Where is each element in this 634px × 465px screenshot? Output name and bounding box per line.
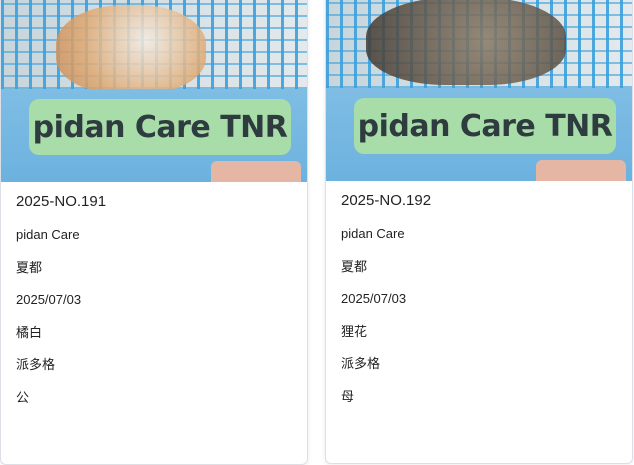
organization: pidan Care: [16, 227, 80, 242]
cage-image: [326, 0, 632, 88]
organization: pidan Care: [341, 226, 405, 241]
cat-id: 2025-NO.192: [341, 192, 432, 209]
location: 夏都: [341, 258, 368, 274]
cage-image: [1, 0, 307, 93]
photo-label-text: pidan Care TNR: [354, 98, 616, 154]
cat-photo: pidan Care TNR: [1, 0, 307, 182]
sex: 公: [16, 389, 30, 405]
cat-photo: pidan Care TNR: [326, 0, 632, 181]
cat-card-1[interactable]: pidan Care TNR 2025-NO.191 pidan Care 夏都…: [0, 0, 308, 465]
photo-label-text: pidan Care TNR: [29, 99, 291, 155]
location: 夏都: [16, 259, 43, 275]
date: 2025/07/03: [16, 292, 82, 307]
coat-color: 橘白: [16, 324, 43, 340]
coat-color: 狸花: [341, 323, 368, 339]
caretaker: 派多格: [16, 357, 56, 372]
caretaker: 派多格: [341, 356, 381, 371]
cat-card-2[interactable]: pidan Care TNR 2025-NO.192 pidan Care 夏都…: [325, 0, 633, 464]
cat-id: 2025-NO.191: [16, 193, 107, 210]
tnr-label-image: pidan Care TNR: [326, 88, 632, 181]
sex: 母: [341, 388, 355, 404]
tnr-label-image: pidan Care TNR: [1, 89, 307, 182]
date: 2025/07/03: [341, 291, 407, 306]
